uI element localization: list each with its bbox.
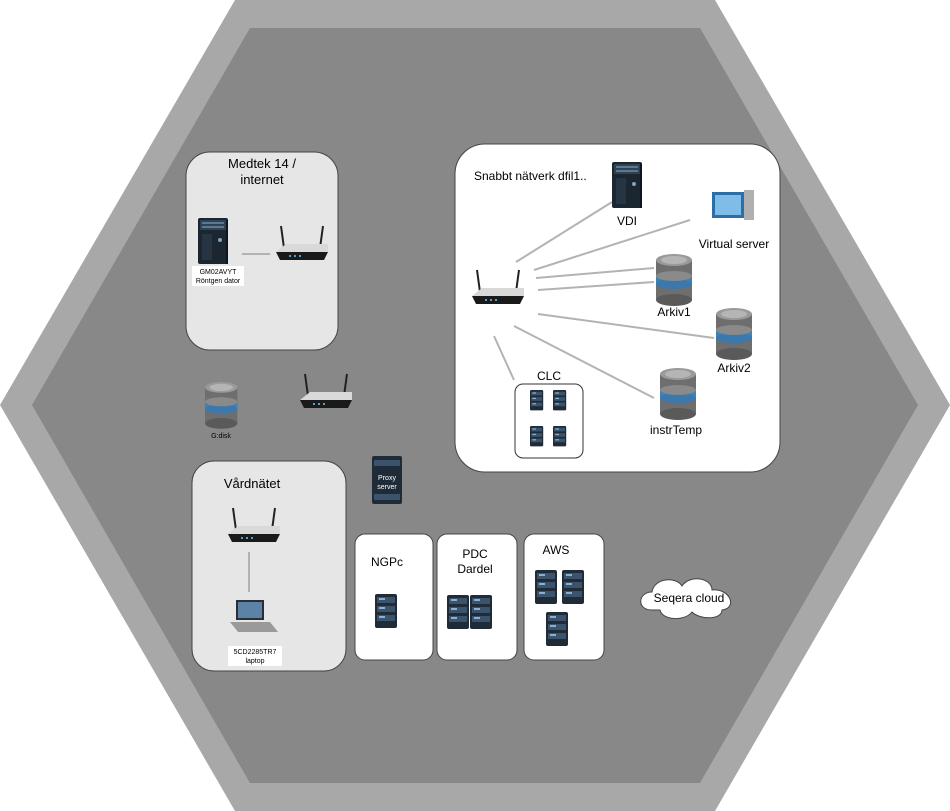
pdc-label-2: Dardel [457,562,492,576]
virtual-server-label: Virtual server [699,237,769,251]
clc-server-3-icon [530,426,544,447]
arkiv1-db-icon [656,254,692,306]
aws-server-3-icon [546,612,568,646]
arkiv2-label: Arkiv2 [717,361,751,375]
seqera-label: Seqera cloud [654,591,725,605]
gdisk-label: G:disk [211,433,231,440]
proxy-label-2: server [377,484,397,491]
proxy-server-icon [372,456,402,504]
aws-server-2-icon [562,570,584,604]
ngpc-server-icon [375,594,397,628]
seqera-cloud-shape [640,578,732,619]
vardnatet-title: Vårdnätet [224,476,281,491]
arkiv2-db-icon [716,308,752,360]
pdc-server-1-icon [447,595,469,629]
laptop-label: 5CD2285TR7 [234,649,277,656]
ngpc-label: NGPc [371,555,403,569]
clc-label: CLC [537,369,561,383]
virtual-server-icon [712,190,754,220]
pdc-label: PDC [462,547,488,561]
instrtemp-db-icon [660,368,696,420]
xray-computer-icon [198,218,228,264]
fast-network-title: Snabbt nätverk dfil1.. [474,169,587,183]
clc-server-1-icon [530,390,544,411]
xray-computer-label: GM02AVYT [200,269,238,276]
vdi-label: VDI [617,214,637,228]
medtek-title-2: internet [240,172,284,187]
gdisk-db-icon [205,382,238,429]
laptop-label-bg [228,646,282,666]
medtek-panel [185,151,339,351]
aws-server-1-icon [535,570,557,604]
laptop-icon [230,600,278,632]
proxy-label: Proxy [378,475,396,482]
instrtemp-label: instrTemp [650,423,702,437]
aws-label: AWS [543,543,570,557]
xray-computer-label-2: Röntgen dator [196,278,241,285]
laptop-label-2: laptop [245,658,264,665]
vdi-server-icon [612,162,642,208]
clc-cluster-box [514,383,584,459]
clc-server-2-icon [553,390,567,411]
vardnatet-panel [191,460,347,672]
medtek-title: Medtek 14 / [228,156,296,171]
xray-label-bg [192,266,244,286]
pdc-server-2-icon [470,595,492,629]
arkiv1-label: Arkiv1 [657,305,691,319]
clc-server-4-icon [553,426,567,447]
